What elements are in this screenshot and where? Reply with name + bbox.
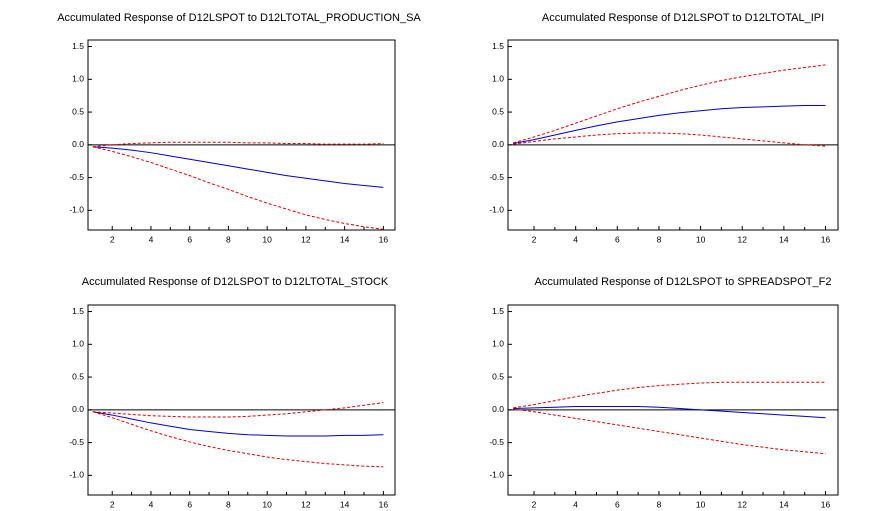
x-tick-label: 2 xyxy=(110,234,115,244)
y-tick-label: -1.0 xyxy=(489,205,504,215)
response-line xyxy=(93,412,384,436)
x-tick-label: 8 xyxy=(657,234,662,244)
y-tick-label: 1.0 xyxy=(492,339,504,349)
y-tick-label: 1.5 xyxy=(72,41,84,51)
x-tick-label: 16 xyxy=(379,499,389,509)
x-tick-label: 8 xyxy=(226,499,231,509)
x-tick-label: 10 xyxy=(696,234,706,244)
band-line xyxy=(513,382,825,408)
x-tick-label: 14 xyxy=(779,234,789,244)
x-tick-label: 4 xyxy=(149,499,154,509)
x-tick-label: 6 xyxy=(615,499,620,509)
x-tick-label: 14 xyxy=(779,499,789,509)
y-tick-label: 0.0 xyxy=(72,404,84,414)
x-tick-label: 6 xyxy=(615,234,620,244)
band-line xyxy=(513,65,825,143)
y-tick-label: -0.5 xyxy=(489,437,504,447)
plot-frame xyxy=(508,305,838,495)
x-tick-label: 6 xyxy=(187,499,192,509)
y-tick-label: -1.0 xyxy=(69,205,84,215)
plot-frame xyxy=(88,305,395,495)
y-tick-label: 1.0 xyxy=(72,339,84,349)
x-tick-label: 14 xyxy=(340,499,350,509)
y-tick-label: 1.5 xyxy=(72,306,84,316)
chart-title: Accumulated Response of D12LSPOT to SPRE… xyxy=(535,276,832,288)
x-tick-label: 4 xyxy=(573,499,578,509)
x-tick-label: 16 xyxy=(821,499,831,509)
panel: Accumulated Response of D12LSPOT to D12L… xyxy=(69,276,395,509)
x-tick-label: 12 xyxy=(301,234,311,244)
response-line xyxy=(93,147,384,188)
x-tick-label: 10 xyxy=(696,499,706,509)
y-tick-label: -1.0 xyxy=(489,470,504,480)
y-tick-label: 1.5 xyxy=(492,306,504,316)
y-tick-label: 0.0 xyxy=(72,139,84,149)
x-tick-label: 10 xyxy=(262,234,272,244)
x-tick-label: 4 xyxy=(573,234,578,244)
panel: Accumulated Response of D12LSPOT to D12L… xyxy=(489,12,838,244)
figure: Accumulated Response of D12LSPOT to D12L… xyxy=(0,0,872,511)
response-line xyxy=(513,106,825,144)
x-tick-label: 10 xyxy=(262,499,272,509)
x-tick-label: 12 xyxy=(737,499,747,509)
y-tick-label: 0.5 xyxy=(72,371,84,381)
band-line xyxy=(513,409,825,454)
chart-title: Accumulated Response of D12LSPOT to D12L… xyxy=(57,12,421,24)
x-tick-label: 2 xyxy=(532,499,537,509)
x-tick-label: 14 xyxy=(340,234,350,244)
x-tick-label: 6 xyxy=(187,234,192,244)
panel: Accumulated Response of D12LSPOT to D12L… xyxy=(57,12,421,244)
y-tick-label: 1.0 xyxy=(492,74,504,84)
y-tick-label: -0.5 xyxy=(489,172,504,182)
y-tick-label: 1.5 xyxy=(492,41,504,51)
x-tick-label: 4 xyxy=(149,234,154,244)
y-tick-label: 0.0 xyxy=(492,404,504,414)
x-tick-label: 16 xyxy=(821,234,831,244)
y-tick-label: 0.5 xyxy=(492,371,504,381)
x-tick-label: 2 xyxy=(532,234,537,244)
x-tick-label: 8 xyxy=(657,499,662,509)
y-tick-label: 1.0 xyxy=(72,74,84,84)
x-tick-label: 12 xyxy=(737,234,747,244)
y-tick-label: -0.5 xyxy=(69,437,84,447)
x-tick-label: 8 xyxy=(226,234,231,244)
y-tick-label: 0.0 xyxy=(492,139,504,149)
x-tick-label: 2 xyxy=(110,499,115,509)
plot-frame xyxy=(88,40,395,230)
x-tick-label: 16 xyxy=(379,234,389,244)
panel: Accumulated Response of D12LSPOT to SPRE… xyxy=(489,276,838,509)
band-line xyxy=(513,133,825,146)
x-tick-label: 12 xyxy=(301,499,311,509)
y-tick-label: -1.0 xyxy=(69,470,84,480)
plot-frame xyxy=(508,40,838,230)
band-line xyxy=(93,147,384,230)
chart-title: Accumulated Response of D12LSPOT to D12L… xyxy=(542,12,824,24)
y-tick-label: 0.5 xyxy=(72,106,84,116)
y-tick-label: 0.5 xyxy=(492,106,504,116)
y-tick-label: -0.5 xyxy=(69,172,84,182)
chart-title: Accumulated Response of D12LSPOT to D12L… xyxy=(82,276,389,288)
